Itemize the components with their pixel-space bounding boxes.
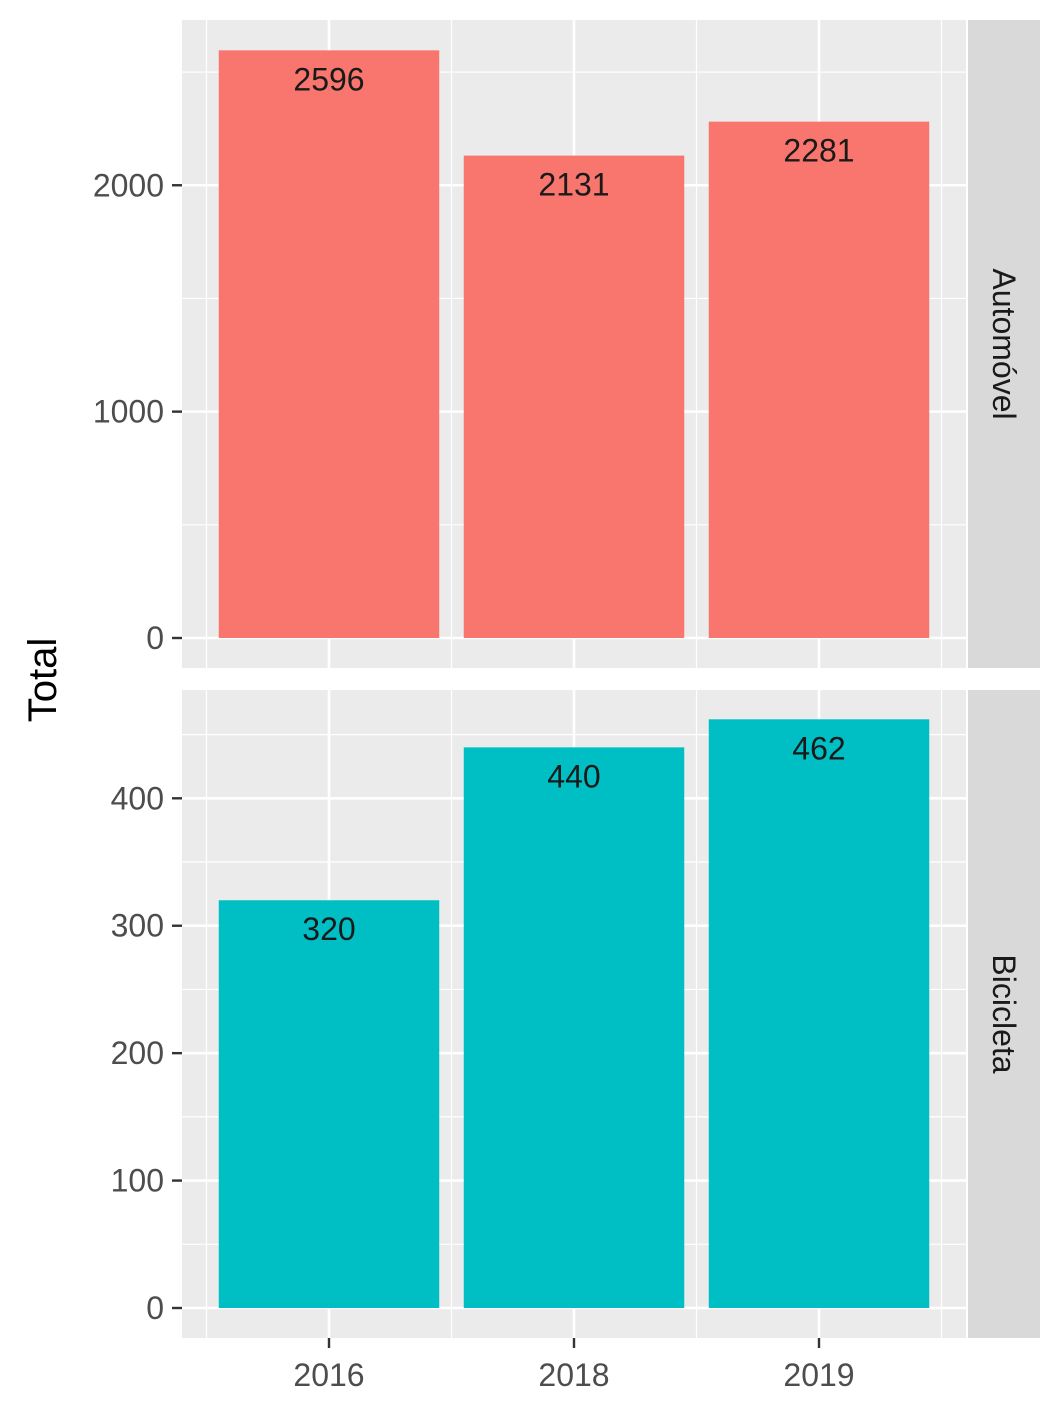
bar (708, 121, 930, 638)
facet-strip-label: Automóvel (986, 268, 1022, 419)
x-tick-label: 2016 (293, 1357, 364, 1393)
panel-1: 0 100 200 300 400 320 440 462 Bicicleta (111, 690, 1040, 1338)
chart-panels: 0 1000 2000 2596 2131 2281 Automóvel 0 100 200 300… (93, 20, 1040, 1338)
x-tick-label: 2018 (538, 1357, 609, 1393)
bar (463, 747, 685, 1308)
bar-value-label: 2596 (293, 61, 364, 97)
y-tick-label: 400 (111, 780, 164, 816)
bar (708, 719, 930, 1308)
bar-value-label: 462 (792, 730, 845, 766)
facet-strip (968, 20, 1040, 668)
y-tick-label: 1000 (93, 394, 164, 430)
y-tick-label: 0 (146, 1290, 164, 1326)
bar-value-label: 2131 (538, 167, 609, 203)
y-tick-label: 2000 (93, 167, 164, 203)
facet-strip (968, 690, 1040, 1338)
y-tick-label: 200 (111, 1035, 164, 1071)
x-axis: 2016 2018 2019 (293, 1338, 855, 1393)
x-tick-label: 2019 (783, 1357, 854, 1393)
y-tick-label: 300 (111, 908, 164, 944)
y-axis-title: Total (21, 638, 65, 723)
panel-0: 0 1000 2000 2596 2131 2281 Automóvel (93, 20, 1040, 668)
bar-value-label: 320 (302, 911, 355, 947)
facet-strip-label: Bicicleta (986, 954, 1022, 1073)
bar-value-label: 2281 (783, 133, 854, 169)
bar (463, 155, 685, 638)
y-tick-label: 0 (146, 620, 164, 656)
y-tick-label: 100 (111, 1163, 164, 1199)
bar (218, 50, 440, 639)
bar-value-label: 440 (547, 758, 600, 794)
bar (218, 900, 440, 1308)
